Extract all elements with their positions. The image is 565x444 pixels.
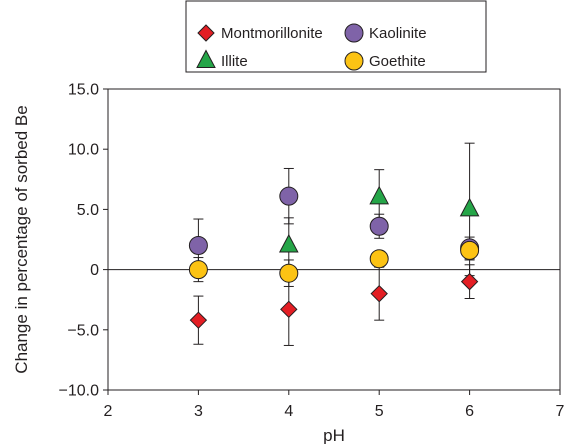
x-tick-label: 2 (104, 403, 113, 420)
plot-frame (107, 88, 561, 391)
montmorillonite-point (460, 272, 479, 291)
legend-label-illite: Illite (221, 53, 248, 70)
legend-marker-illite (196, 49, 216, 68)
data-marks (188, 142, 480, 346)
illite-point (278, 233, 299, 253)
y-tick-label: 0 (90, 262, 99, 279)
goethite-point (460, 240, 480, 260)
y-tick-label: 15.0 (68, 82, 99, 99)
legend-marker-kaolinite (344, 23, 364, 43)
tick-labels: −10.0 −5.0 0 5.0 10.0 15.0 2 3 4 5 6 7 (59, 82, 565, 421)
legend-label-montmorillonite: Montmorillonite (221, 25, 323, 42)
y-tick-label: −5.0 (67, 322, 99, 339)
legend-label-kaolinite: Kaolinite (369, 25, 427, 42)
illite-point (369, 185, 390, 205)
montmorillonite-point (370, 284, 388, 303)
y-axis-title: Change in percentage of sorbed Be (12, 105, 31, 373)
montmorillonite-point (189, 311, 208, 329)
y-tick-label: −10.0 (59, 383, 100, 400)
kaolinite-point (279, 186, 299, 206)
y-tick-label: 10.0 (68, 142, 99, 159)
goethite-point (369, 249, 389, 269)
illite-point (459, 197, 480, 217)
legend-box (185, 0, 487, 73)
x-tick-label: 4 (284, 403, 293, 420)
kaolinite-point (369, 216, 389, 236)
legend-marker-montmorillonite (197, 24, 215, 42)
x-tick-label: 3 (194, 403, 203, 420)
x-tick-label: 6 (465, 403, 474, 420)
legend: Montmorillonite Kaolinite Illite Goethite (185, 0, 487, 73)
goethite-point (279, 263, 299, 283)
y-tick-label: 5.0 (77, 202, 99, 219)
legend-marker-goethite (344, 51, 364, 71)
axes (103, 88, 561, 395)
kaolinite-point (188, 236, 208, 256)
x-tick-label: 7 (556, 403, 565, 420)
x-axis-title: pH (323, 426, 345, 444)
legend-label-goethite: Goethite (369, 53, 426, 70)
goethite-point (188, 260, 208, 280)
x-tick-label: 5 (375, 403, 384, 420)
montmorillonite-point (280, 300, 298, 319)
